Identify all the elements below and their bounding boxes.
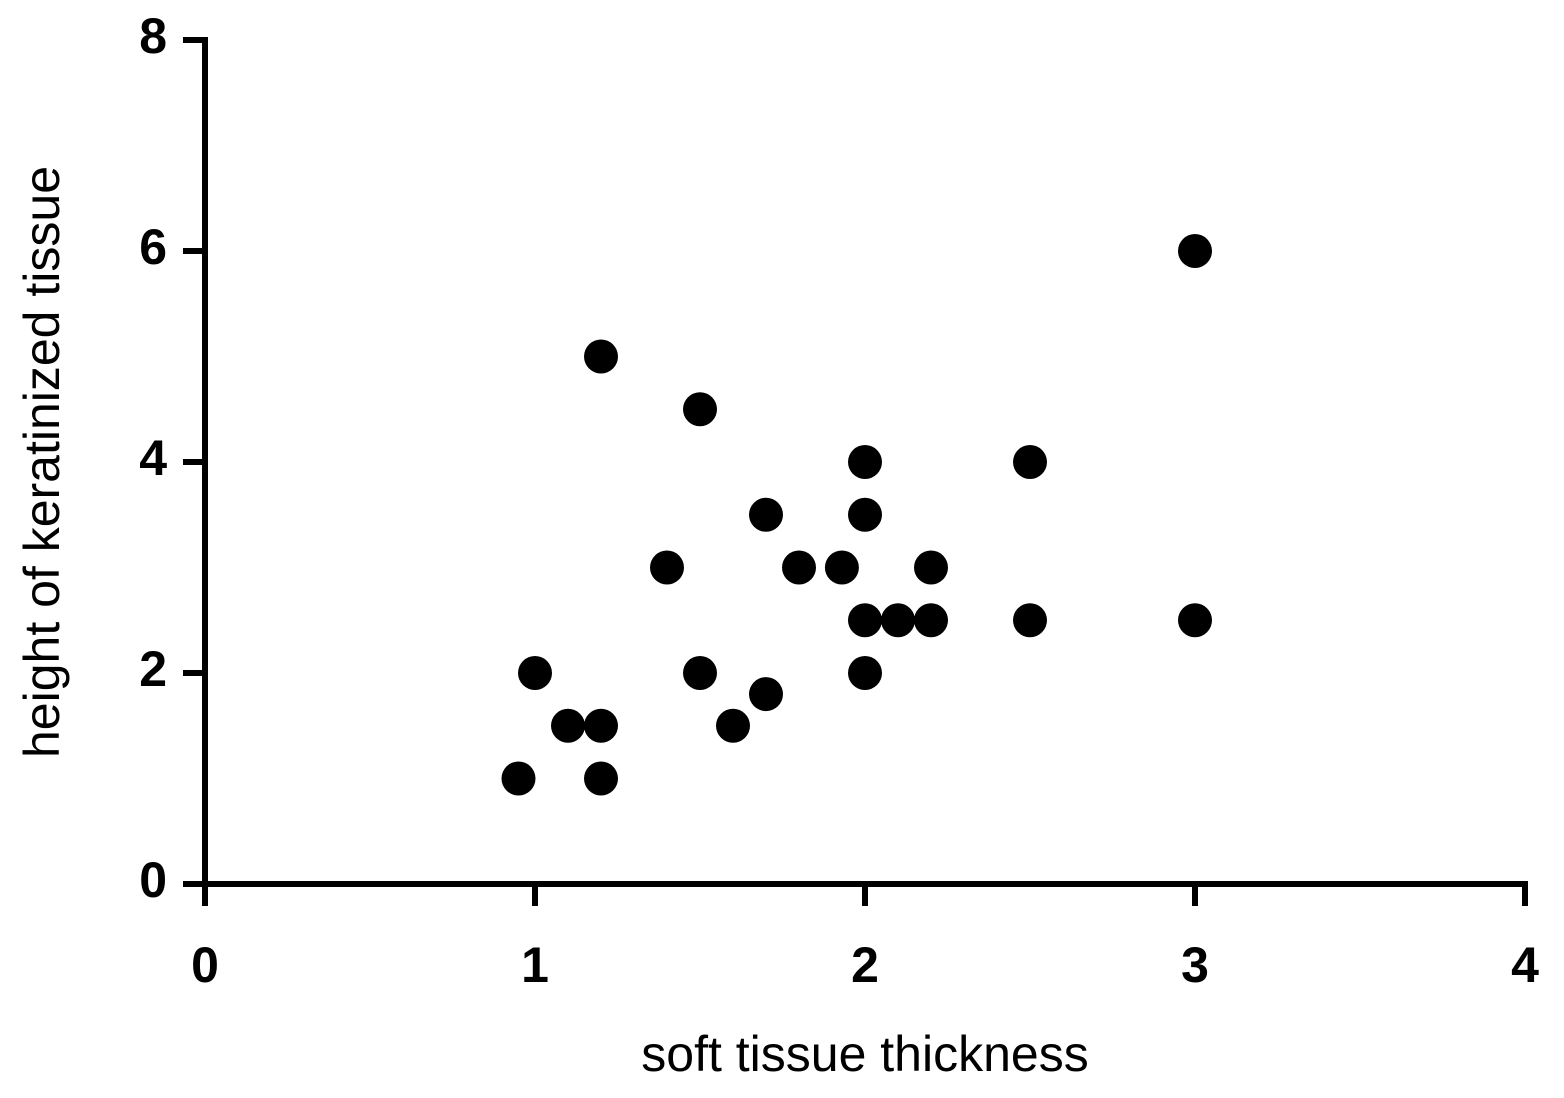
point [881, 603, 915, 638]
point [584, 708, 618, 743]
y-axis-label: height of keratinized tissue [14, 166, 70, 758]
point [716, 708, 750, 743]
point [683, 392, 717, 427]
point [914, 550, 948, 585]
x-axis-label: soft tissue thickness [641, 1026, 1088, 1082]
y-tick-label: 2 [139, 641, 167, 697]
point [518, 656, 552, 690]
x-tick-label: 0 [191, 937, 219, 993]
point [914, 603, 948, 638]
x-tick-label: 4 [1511, 937, 1539, 993]
point [551, 708, 585, 743]
point [1013, 445, 1047, 479]
point [848, 497, 882, 532]
x-tick-label: 2 [851, 937, 879, 993]
point [1178, 234, 1212, 268]
x-tick-label: 1 [521, 937, 549, 993]
point [749, 677, 783, 712]
point [1013, 603, 1047, 638]
point [584, 339, 618, 374]
y-tick-label: 6 [139, 219, 167, 275]
point [848, 656, 882, 690]
y-tick-label: 8 [139, 8, 167, 64]
point [501, 761, 536, 796]
point [848, 445, 882, 479]
point [584, 761, 618, 796]
x-tick-label: 3 [1181, 937, 1209, 993]
point [848, 603, 882, 638]
point [683, 656, 717, 690]
y-tick-label: 0 [139, 852, 167, 908]
point [749, 497, 783, 532]
point [824, 550, 859, 585]
y-tick-label: 4 [139, 430, 167, 486]
point [1178, 603, 1212, 638]
point [782, 550, 816, 585]
point [650, 550, 684, 585]
